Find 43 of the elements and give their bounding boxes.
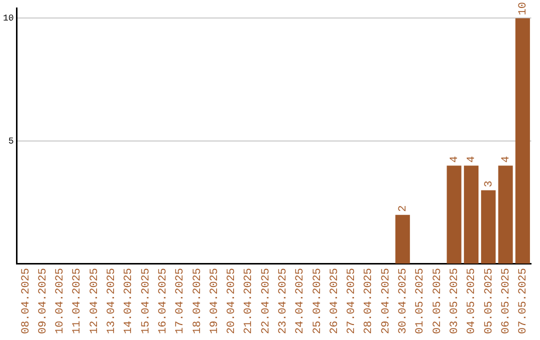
x-tick-label: 07.05.2025 bbox=[518, 268, 530, 334]
x-tick-label: 06.05.2025 bbox=[500, 268, 512, 334]
x-tick-label: 29.04.2025 bbox=[380, 268, 392, 334]
x-tick-label: 23.04.2025 bbox=[278, 268, 290, 334]
bar bbox=[395, 214, 410, 264]
x-tick-label: 15.04.2025 bbox=[140, 268, 152, 334]
x-tick-label: 16.04.2025 bbox=[157, 268, 170, 334]
x-tick-label: 24.04.2025 bbox=[294, 268, 307, 334]
x-tick-label: 25.04.2025 bbox=[312, 268, 324, 334]
x-tick-label: 26.04.2025 bbox=[328, 268, 341, 334]
data-label: 4 bbox=[466, 156, 478, 163]
x-tick-label: 10.04.2025 bbox=[54, 268, 67, 334]
x-tick-label: 30.04.2025 bbox=[398, 268, 410, 334]
x-tick-label: 21.04.2025 bbox=[243, 268, 256, 334]
x-tick-label: 05.05.2025 bbox=[483, 268, 496, 334]
x-tick-label: 18.04.2025 bbox=[192, 268, 204, 334]
x-tick-label: 12.04.2025 bbox=[88, 268, 101, 334]
x-tick-label: 04.05.2025 bbox=[466, 268, 478, 334]
x-tick-label: 28.04.2025 bbox=[363, 268, 376, 334]
y-tick-label: 5 bbox=[8, 136, 14, 146]
x-tick-label: 20.04.2025 bbox=[226, 268, 238, 334]
x-tick-label: 27.04.2025 bbox=[346, 268, 358, 334]
data-label: 4 bbox=[448, 156, 461, 163]
x-tick-label: 22.04.2025 bbox=[260, 268, 272, 334]
data-label: 2 bbox=[398, 205, 410, 212]
x-tick-label: 13.04.2025 bbox=[106, 268, 118, 334]
bar bbox=[446, 166, 462, 264]
x-tick-label: 14.04.2025 bbox=[123, 268, 136, 334]
bar bbox=[464, 166, 479, 264]
x-tick-label: 02.05.2025 bbox=[432, 268, 444, 334]
bar bbox=[481, 190, 496, 264]
bar bbox=[515, 18, 530, 264]
data-label: 4 bbox=[500, 156, 512, 163]
x-tick-label: 19.04.2025 bbox=[208, 268, 221, 334]
bar bbox=[498, 166, 513, 264]
data-label: 3 bbox=[483, 180, 496, 188]
x-tick-label: 11.04.2025 bbox=[72, 268, 84, 334]
x-tick-label: 09.04.2025 bbox=[37, 268, 50, 334]
x-tick-label: 08.04.2025 bbox=[20, 268, 32, 334]
data-label: 10 bbox=[518, 2, 530, 16]
x-tick-label: 03.05.2025 bbox=[448, 268, 461, 334]
x-tick-label: 01.05.2025 bbox=[414, 268, 427, 334]
x-tick-label: 17.04.2025 bbox=[174, 268, 187, 334]
